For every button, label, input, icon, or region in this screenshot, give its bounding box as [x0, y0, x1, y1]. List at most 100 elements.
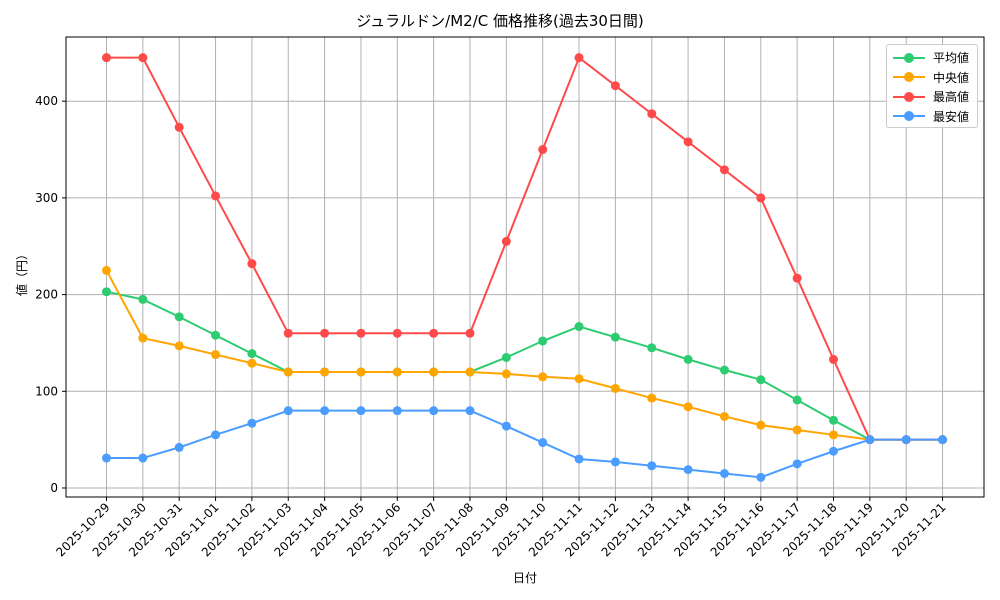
- data-point: [320, 367, 330, 377]
- data-point: [756, 472, 766, 482]
- data-series: [102, 53, 948, 482]
- data-point: [719, 411, 729, 421]
- legend-marker-icon: [893, 72, 925, 83]
- data-point: [792, 395, 802, 405]
- legend-item: 最安値: [893, 107, 971, 127]
- legend-marker-icon: [893, 111, 925, 122]
- series-平均値: [102, 287, 948, 445]
- data-point: [247, 358, 257, 368]
- series-line: [106, 290, 943, 441]
- data-point: [683, 354, 693, 364]
- legend-item: 平均値: [893, 48, 971, 68]
- data-point: [247, 349, 257, 359]
- data-point: [538, 145, 548, 155]
- data-point: [138, 53, 148, 63]
- data-point: [247, 418, 257, 428]
- data-point: [392, 406, 402, 416]
- series-最高値: [102, 53, 948, 445]
- data-point: [719, 468, 729, 478]
- data-point: [138, 453, 148, 463]
- data-point: [320, 406, 330, 416]
- data-point: [538, 336, 548, 346]
- data-point: [501, 369, 511, 379]
- data-point: [938, 435, 948, 445]
- data-point: [829, 430, 838, 440]
- data-point: [574, 374, 584, 384]
- data-point: [283, 328, 293, 338]
- data-point: [429, 328, 439, 338]
- legend-item: 中央値: [893, 68, 971, 88]
- data-point: [283, 367, 293, 377]
- data-point: [647, 393, 657, 403]
- data-point: [901, 435, 911, 445]
- data-point: [392, 367, 402, 377]
- data-point: [501, 236, 511, 246]
- data-point: [465, 367, 475, 377]
- data-point: [792, 459, 802, 469]
- series-最安値: [102, 406, 948, 482]
- data-point: [865, 435, 875, 445]
- data-point: [320, 328, 330, 338]
- data-point: [102, 287, 111, 297]
- data-point: [610, 457, 620, 467]
- data-point: [538, 438, 548, 448]
- chart-title: ジュラルドン/M2/C 価格推移(過去30日間): [356, 12, 644, 30]
- legend-marker-icon: [893, 52, 925, 63]
- series-line: [106, 56, 943, 441]
- data-point: [138, 333, 148, 343]
- series-line: [105, 269, 943, 441]
- legend: 平均値中央値最高値最安値: [886, 44, 978, 128]
- data-point: [174, 312, 184, 322]
- data-point: [756, 193, 766, 203]
- data-point: [610, 81, 620, 91]
- data-point: [647, 109, 657, 119]
- legend-label: 最高値: [933, 90, 970, 105]
- y-tick-label: 100: [35, 384, 58, 398]
- data-point: [465, 406, 475, 416]
- data-point: [429, 406, 439, 416]
- data-point: [538, 372, 548, 382]
- data-point: [211, 430, 221, 440]
- data-point: [211, 330, 221, 340]
- data-point: [610, 383, 620, 393]
- data-point: [174, 122, 184, 132]
- y-axis-label: 値（円）: [14, 248, 29, 296]
- data-point: [683, 137, 693, 147]
- data-point: [756, 375, 766, 385]
- data-point: [356, 367, 366, 377]
- data-point: [102, 453, 111, 463]
- data-point: [247, 259, 257, 269]
- data-point: [138, 294, 148, 304]
- data-point: [211, 350, 221, 360]
- plot-frame: [65, 36, 985, 498]
- data-point: [356, 406, 366, 416]
- data-point: [501, 421, 511, 431]
- data-point: [356, 328, 366, 338]
- data-point: [392, 328, 402, 338]
- legend-label: 平均値: [933, 51, 970, 66]
- data-point: [647, 343, 657, 353]
- data-point: [683, 465, 693, 475]
- data-point: [211, 191, 221, 201]
- legend-item: 最高値: [893, 87, 971, 107]
- data-point: [792, 425, 802, 435]
- data-point: [756, 420, 766, 430]
- data-point: [647, 461, 657, 471]
- data-point: [792, 273, 802, 283]
- data-point: [174, 341, 184, 351]
- data-point: [574, 454, 584, 464]
- y-axis-ticks: 0 100 200 300 400: [35, 94, 66, 495]
- data-point: [829, 415, 838, 425]
- data-point: [719, 365, 729, 375]
- x-axis-ticks: 2025-10-292025-10-302025-10-312025-11-01…: [53, 497, 949, 559]
- data-point: [829, 446, 838, 456]
- data-point: [429, 367, 439, 377]
- y-tick-label: 0: [50, 481, 58, 495]
- data-point: [574, 53, 584, 63]
- data-point: [829, 354, 838, 364]
- data-point: [102, 53, 111, 63]
- data-point: [610, 332, 620, 342]
- legend-marker-icon: [893, 91, 925, 102]
- data-point: [283, 406, 293, 416]
